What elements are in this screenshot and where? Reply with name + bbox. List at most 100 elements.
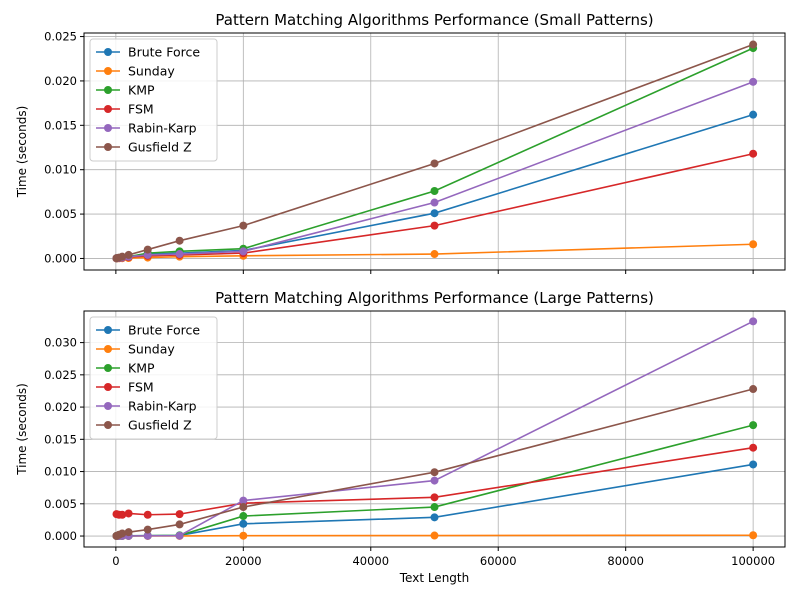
data-point xyxy=(175,510,184,519)
data-point xyxy=(430,476,439,485)
x-tick-label: 100000 xyxy=(731,554,775,568)
legend-label: Brute Force xyxy=(128,45,200,60)
data-point xyxy=(430,221,439,230)
x-tick-label: 60000 xyxy=(480,554,517,568)
y-tick-label: 0.020 xyxy=(44,400,77,414)
data-point xyxy=(118,510,127,519)
data-point xyxy=(175,250,184,259)
legend-marker xyxy=(104,345,112,353)
y-tick-label: 0.005 xyxy=(44,207,77,221)
y-tick-label: 0.025 xyxy=(44,368,77,382)
legend-marker xyxy=(104,383,112,391)
data-point xyxy=(124,528,133,537)
x-tick-label: 80000 xyxy=(607,554,644,568)
data-point xyxy=(430,209,439,218)
data-point xyxy=(749,240,758,249)
legend-label: Gusfield Z xyxy=(128,418,192,433)
axes-frame xyxy=(83,32,786,271)
legend-label: Brute Force xyxy=(128,323,200,338)
data-point xyxy=(749,149,758,158)
data-point xyxy=(749,77,758,86)
legend-marker xyxy=(104,326,112,334)
legend-marker xyxy=(104,124,112,132)
y-tick-label: 0.010 xyxy=(44,163,77,177)
legend-marker xyxy=(104,105,112,113)
legend-label: Sunday xyxy=(128,64,175,79)
y-tick-label: 0.015 xyxy=(44,432,77,446)
x-tick-label: 40000 xyxy=(352,554,389,568)
data-point xyxy=(430,198,439,207)
data-point xyxy=(239,496,248,505)
data-point xyxy=(430,531,439,540)
data-point xyxy=(749,443,758,452)
data-point xyxy=(749,460,758,469)
y-tick-label: 0.005 xyxy=(44,497,77,511)
legend-label: FSM xyxy=(128,380,154,395)
axes-frame xyxy=(83,310,786,548)
data-point xyxy=(118,529,127,538)
data-point xyxy=(430,159,439,168)
chart-panel-1: 0.000 0.005 0.010 0.015 0.020 0.025 Pattern Ma… xyxy=(15,11,786,274)
x-tick-label: 0 xyxy=(112,554,119,568)
data-point xyxy=(430,250,439,259)
legend-label: KMP xyxy=(128,83,155,98)
data-point xyxy=(143,245,152,254)
data-point xyxy=(749,421,758,430)
data-point xyxy=(175,531,184,540)
y-tick-label: 0.000 xyxy=(44,251,77,265)
y-tick-label: 0.025 xyxy=(44,30,77,44)
y-tick-label: 0.020 xyxy=(44,74,77,88)
data-point xyxy=(239,512,248,521)
legend-label: Rabin-Karp xyxy=(128,121,197,136)
data-point xyxy=(430,513,439,522)
data-point xyxy=(430,493,439,502)
data-point xyxy=(239,247,248,256)
data-point xyxy=(430,187,439,195)
legend-label: Rabin-Karp xyxy=(128,399,197,414)
data-point xyxy=(124,509,133,518)
y-tick-label: 0.000 xyxy=(44,529,77,543)
data-point xyxy=(430,503,439,512)
legend-label: Gusfield Z xyxy=(128,140,192,155)
legend-marker xyxy=(104,86,112,94)
data-point xyxy=(239,503,248,512)
chart-panel-2: 0 20000 40000 60000 80000 100000 0.000 0.005 0.0… xyxy=(15,289,786,585)
legend-marker xyxy=(104,364,112,372)
y-axis-label: Time (seconds) xyxy=(15,106,29,199)
legend-marker xyxy=(104,48,112,56)
data-point xyxy=(749,40,758,49)
data-point xyxy=(143,525,152,534)
legend-label: FSM xyxy=(128,102,154,117)
data-point xyxy=(239,519,248,528)
data-point xyxy=(749,385,758,394)
legend-marker xyxy=(104,67,112,75)
data-point xyxy=(749,531,758,540)
legend-box xyxy=(89,316,218,440)
x-axis-label: Text Length xyxy=(399,571,469,585)
y-tick-label: 0.010 xyxy=(44,465,77,479)
chart-title: Pattern Matching Algorithms Performance … xyxy=(215,289,654,307)
data-point xyxy=(239,531,248,540)
legend: Brute Force Sunday KMP FSM Rabin-Karp Gusfiel… xyxy=(89,316,218,440)
legend-label: KMP xyxy=(128,361,155,376)
data-point xyxy=(118,252,127,261)
data-point xyxy=(143,531,152,540)
legend-marker xyxy=(104,402,112,410)
data-point xyxy=(175,236,184,245)
chart-title: Pattern Matching Algorithms Performance … xyxy=(215,11,653,29)
legend-marker xyxy=(104,143,112,151)
y-tick-label: 0.030 xyxy=(44,336,77,350)
data-point xyxy=(143,510,152,519)
data-point xyxy=(124,250,133,259)
y-axis-label: Time (seconds) xyxy=(15,383,29,476)
data-point xyxy=(239,221,248,230)
legend: Brute Force Sunday KMP FSM Rabin-Karp Gusfiel… xyxy=(89,38,218,162)
legend-marker xyxy=(104,421,112,429)
legend-label: Sunday xyxy=(128,342,175,357)
data-point xyxy=(430,468,439,477)
data-point xyxy=(749,110,758,119)
data-point xyxy=(175,520,184,529)
legend-box xyxy=(89,38,218,162)
x-tick-label: 20000 xyxy=(225,554,262,568)
